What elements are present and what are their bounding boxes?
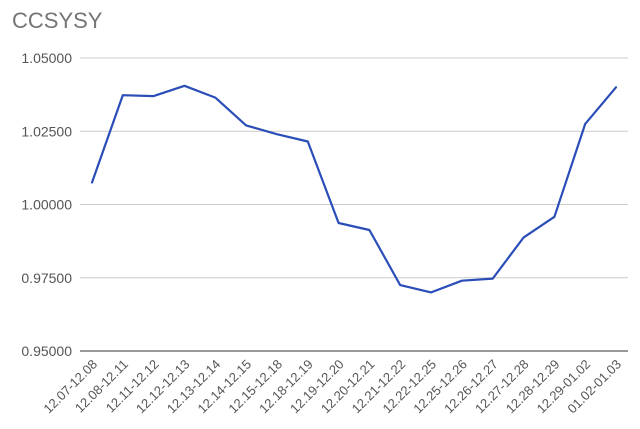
y-tick-label: 1.05000 bbox=[21, 50, 72, 66]
x-axis-ticks: 12.07-12.0812.08-12.1112.11-12.1212.12-1… bbox=[40, 357, 624, 417]
y-tick-label: 0.95000 bbox=[21, 343, 72, 359]
series-line bbox=[90, 84, 618, 294]
series-layer bbox=[90, 84, 618, 294]
chart-title: CCSYSY bbox=[12, 8, 103, 33]
y-axis-ticks: 1.05000 1.02500 1.00000 0.97500 0.95000 bbox=[21, 50, 72, 359]
gridlines bbox=[80, 57, 628, 352]
y-tick-label: 0.97500 bbox=[21, 270, 72, 286]
y-tick-label: 1.02500 bbox=[21, 123, 72, 139]
y-tick-label: 1.00000 bbox=[21, 197, 72, 213]
